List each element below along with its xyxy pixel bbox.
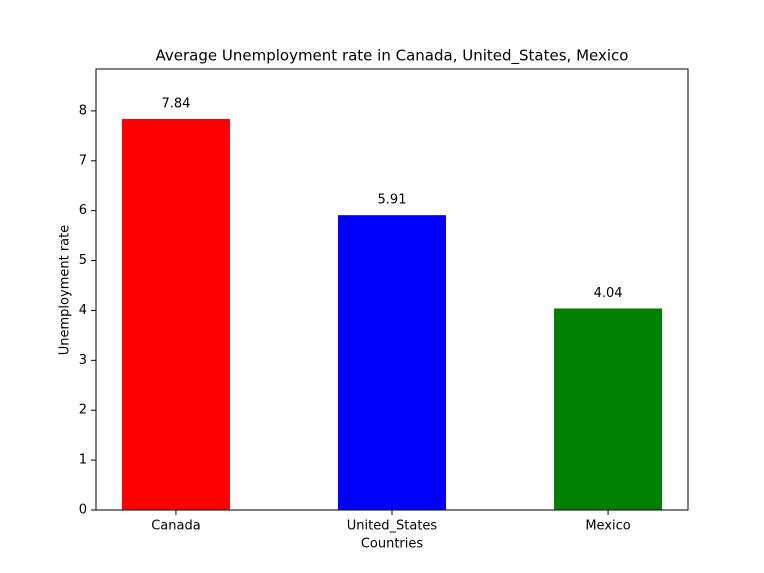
value-label: 7.84 xyxy=(161,96,190,111)
x-tick-label: Mexico xyxy=(585,519,630,534)
y-tick-label: 1 xyxy=(79,453,87,468)
y-tick-label: 8 xyxy=(79,103,87,118)
bar xyxy=(337,215,447,510)
y-tick-label: 4 xyxy=(79,303,87,318)
value-label: 5.91 xyxy=(378,193,407,208)
x-tick-label: Canada xyxy=(151,519,200,534)
chart-title: Average Unemployment rate in Canada, Uni… xyxy=(156,47,629,66)
y-tick-label: 5 xyxy=(79,253,87,268)
y-tick-label: 3 xyxy=(79,353,87,368)
value-label: 4.04 xyxy=(594,286,623,301)
y-tick-label: 6 xyxy=(79,203,87,218)
bar xyxy=(121,118,230,511)
x-tick-label: United_States xyxy=(347,519,438,534)
y-axis-label: Unemployment rate xyxy=(58,225,73,355)
bar xyxy=(554,308,663,510)
y-tick-label: 0 xyxy=(79,503,87,518)
x-axis-label: Countries xyxy=(361,537,424,552)
y-tick-label: 2 xyxy=(79,403,87,418)
y-tick-label: 7 xyxy=(79,153,87,168)
axes-frame xyxy=(95,68,689,511)
